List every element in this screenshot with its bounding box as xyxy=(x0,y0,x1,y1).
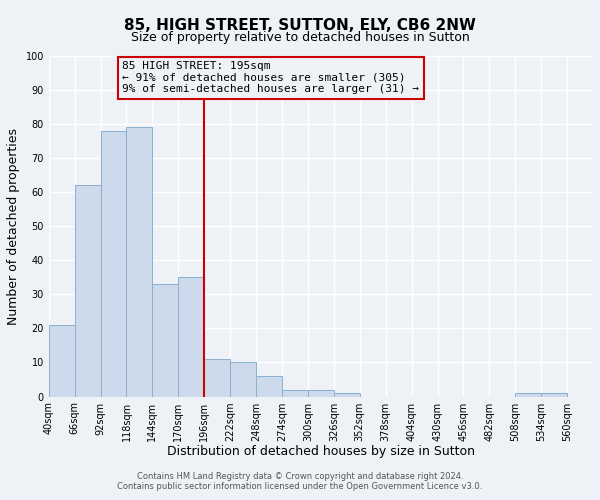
Bar xyxy=(204,359,230,397)
Bar xyxy=(101,131,127,396)
Bar xyxy=(230,362,256,396)
Bar xyxy=(152,284,178,397)
Text: Contains public sector information licensed under the Open Government Licence v3: Contains public sector information licen… xyxy=(118,482,482,491)
Bar xyxy=(515,393,541,396)
Bar xyxy=(74,186,101,396)
Bar xyxy=(282,390,308,396)
Text: Size of property relative to detached houses in Sutton: Size of property relative to detached ho… xyxy=(131,31,469,44)
Bar xyxy=(308,390,334,396)
Bar xyxy=(127,128,152,396)
Text: 85, HIGH STREET, SUTTON, ELY, CB6 2NW: 85, HIGH STREET, SUTTON, ELY, CB6 2NW xyxy=(124,18,476,32)
Bar xyxy=(541,393,567,396)
Bar xyxy=(49,325,74,396)
Bar xyxy=(178,278,204,396)
Text: Contains HM Land Registry data © Crown copyright and database right 2024.: Contains HM Land Registry data © Crown c… xyxy=(137,472,463,481)
Y-axis label: Number of detached properties: Number of detached properties xyxy=(7,128,20,324)
X-axis label: Distribution of detached houses by size in Sutton: Distribution of detached houses by size … xyxy=(167,445,475,458)
Text: 85 HIGH STREET: 195sqm
← 91% of detached houses are smaller (305)
9% of semi-det: 85 HIGH STREET: 195sqm ← 91% of detached… xyxy=(122,61,419,94)
Bar xyxy=(256,376,282,396)
Bar xyxy=(334,393,360,396)
